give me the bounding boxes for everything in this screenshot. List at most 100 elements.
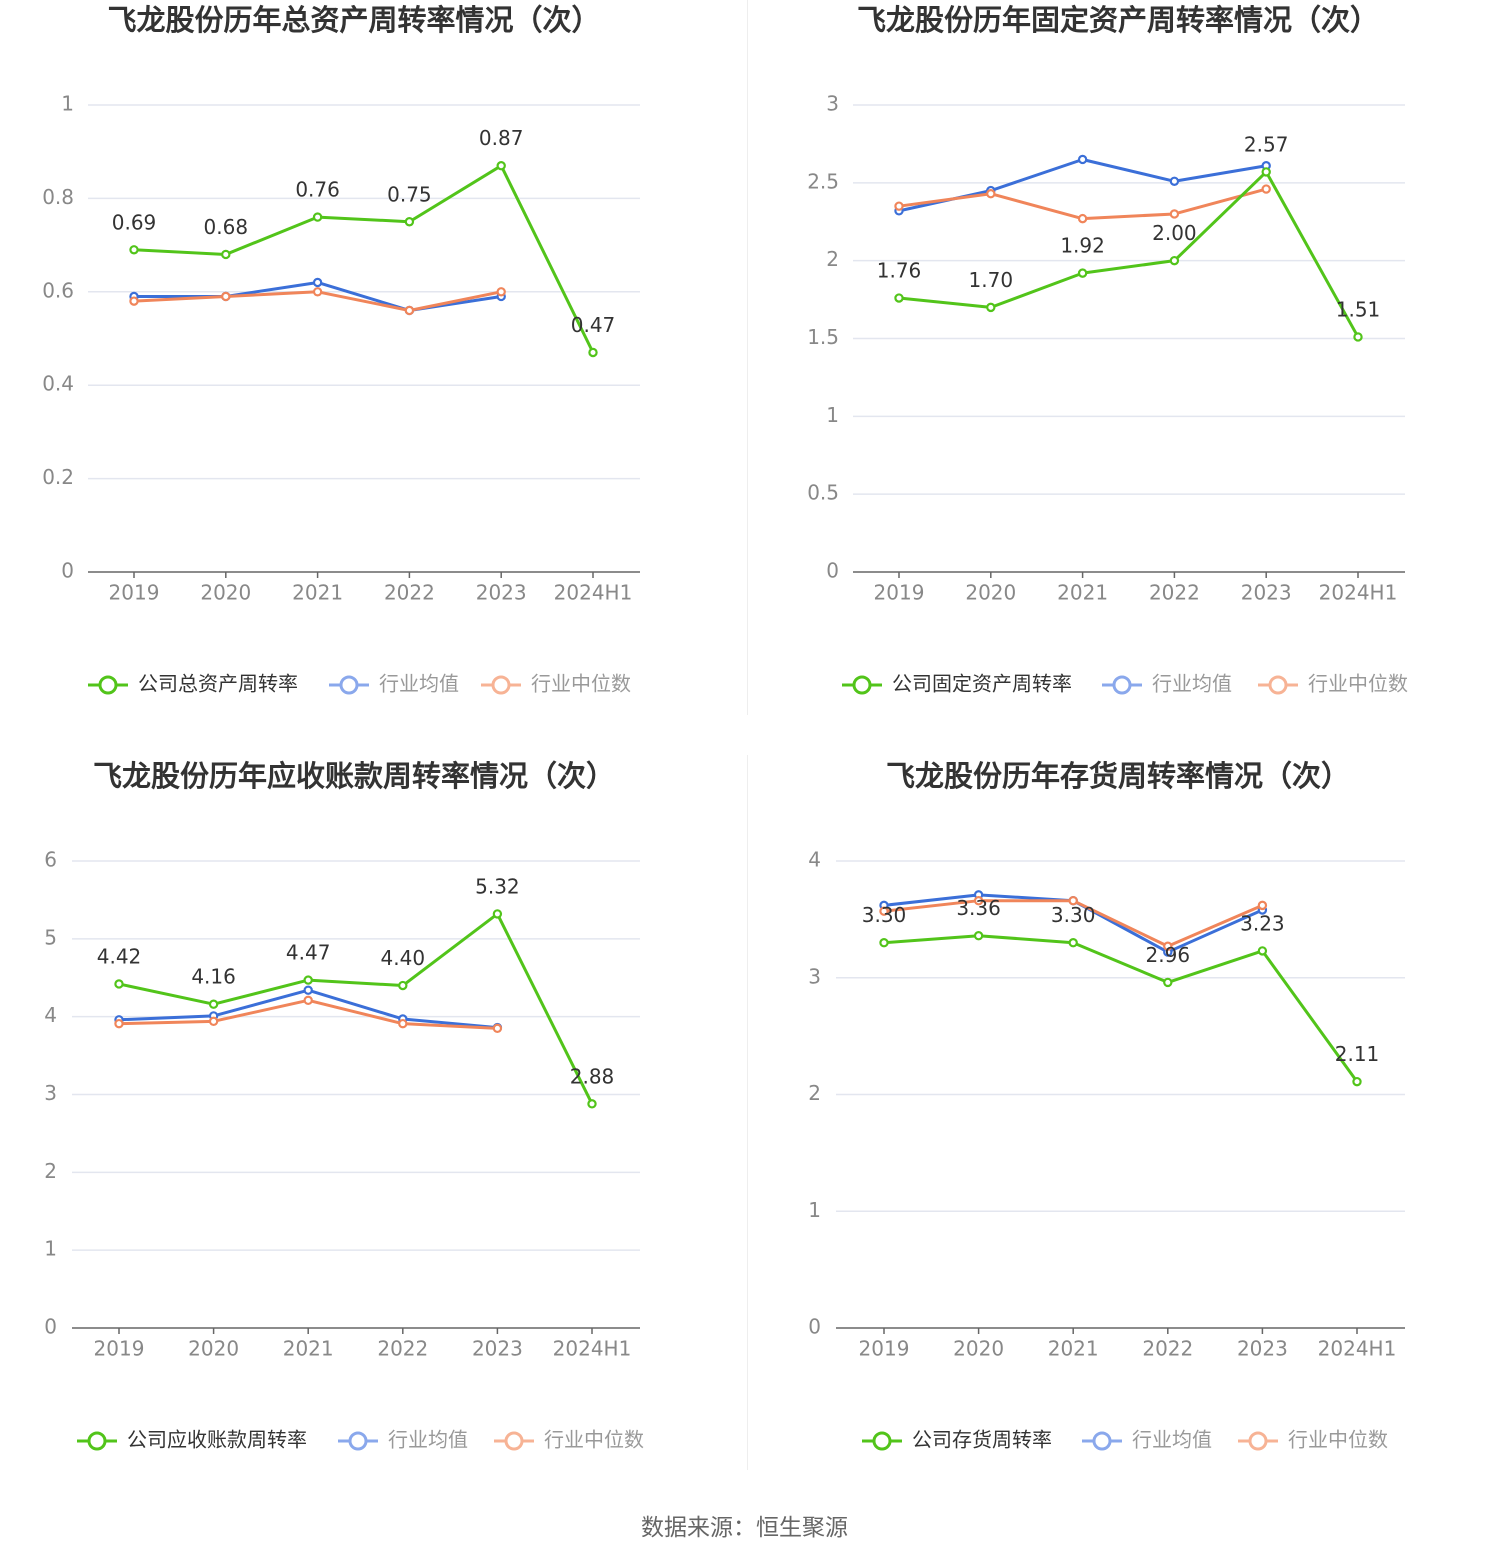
legend-marker (1268, 675, 1288, 695)
x-tick-label: 2020 (188, 1337, 239, 1361)
legend-marker (504, 1431, 524, 1451)
legend-marker (1112, 675, 1132, 695)
data-label: 4.42 (97, 944, 142, 968)
legend-label: 行业中位数 (544, 1428, 644, 1452)
legend-item-industry_median[interactable]: 行业中位数 (1258, 672, 1408, 696)
data-point-company (398, 980, 408, 991)
data-label: 4.40 (381, 946, 426, 970)
legend-label: 公司存货周转率 (912, 1428, 1052, 1452)
data-point-industry_median (1169, 209, 1180, 219)
legend-label: 公司应收账款周转率 (127, 1428, 307, 1452)
legend-item-industry_avg[interactable]: 行业均值 (338, 1428, 468, 1452)
legend-marker (852, 675, 872, 695)
legend-marker (87, 1431, 107, 1451)
x-tick-label: 2020 (200, 581, 251, 605)
legend-item-company[interactable]: 公司总资产周转率 (88, 672, 298, 696)
data-label: 2.00 (1152, 221, 1197, 245)
x-tick-label: 2020 (965, 581, 1016, 605)
data-point-company (303, 975, 313, 985)
x-tick-label: 2022 (1149, 581, 1200, 605)
chart-title: 飞龙股份历年总资产周转率情况（次） (107, 3, 600, 37)
legend-item-industry_median[interactable]: 行业中位数 (494, 1428, 644, 1452)
x-tick-label: 2021 (1048, 1337, 1099, 1361)
legend-item-company[interactable]: 公司固定资产周转率 (842, 672, 1072, 696)
data-label: 2.11 (1335, 1042, 1380, 1066)
data-point-company (312, 212, 323, 222)
data-point-industry_avg (312, 277, 323, 288)
legend-label: 行业均值 (388, 1428, 468, 1452)
data-label: 2.57 (1244, 132, 1289, 156)
legend-label: 公司固定资产周转率 (892, 672, 1072, 696)
data-point-industry_median (221, 291, 231, 302)
data-point-company (588, 347, 598, 358)
series-line-company (883, 934, 1359, 1083)
data-point-company (986, 302, 996, 313)
data-label: 1.51 (1336, 297, 1381, 321)
data-point-company (1163, 977, 1173, 988)
data-point-industry_median (496, 287, 506, 297)
data-point-company (492, 909, 503, 919)
data-label: 0.68 (204, 215, 249, 239)
data-point-company (879, 938, 889, 948)
x-tick-label: 2022 (377, 1337, 428, 1361)
x-tick-label: 2021 (1057, 581, 1108, 605)
data-point-industry_median (398, 1018, 408, 1029)
chart-title: 飞龙股份历年应收账款周转率情况（次） (93, 759, 615, 793)
chart-title: 飞龙股份历年存货周转率情况（次） (886, 759, 1350, 793)
legend-item-industry_avg[interactable]: 行业均值 (1102, 672, 1232, 696)
y-tick-label: 0.5 (807, 481, 839, 505)
y-tick-label: 2 (808, 1081, 821, 1105)
y-tick-label: 2.5 (807, 169, 839, 193)
y-tick-label: 0 (808, 1315, 821, 1339)
series-line-company (118, 912, 594, 1105)
x-tick-label: 2023 (472, 1337, 523, 1361)
y-tick-label: 0.2 (42, 465, 74, 489)
data-label: 0.47 (571, 313, 616, 337)
series-line-company (898, 170, 1360, 338)
data-point-company (208, 999, 219, 1009)
chart-1: 飞龙股份历年总资产周转率情况（次） 0 0.2 0.4 0.6 0.8 1 2019 2020 2… (42, 3, 640, 696)
data-point-industry_median (303, 995, 313, 1006)
x-tick-label: 2022 (1142, 1337, 1193, 1361)
legend-label: 行业中位数 (531, 672, 631, 696)
legend-label: 行业均值 (379, 672, 459, 696)
legend-item-company[interactable]: 公司存货周转率 (862, 1428, 1052, 1452)
legend-item-company[interactable]: 公司应收账款周转率 (77, 1428, 307, 1452)
legend-marker (1092, 1431, 1112, 1451)
data-point-company (1353, 332, 1363, 342)
data-label: 0.87 (479, 126, 524, 150)
legend-item-industry_median[interactable]: 行业中位数 (481, 672, 631, 696)
data-point-industry_median (129, 296, 139, 306)
legend-marker (1248, 1431, 1268, 1451)
data-point-company (404, 217, 415, 227)
y-tick-label: 1 (44, 1237, 57, 1261)
panel-divider-top (747, 0, 748, 715)
y-tick-label: 0 (826, 559, 839, 583)
data-point-industry_median (894, 201, 904, 211)
chart-2: 飞龙股份历年固定资产周转率情况（次） 0 0.5 1 1.5 2 2.5 3 2019 2020 2… (807, 3, 1408, 696)
data-label: 3.36 (956, 896, 1001, 920)
x-tick-label: 2024H1 (554, 581, 633, 605)
y-tick-label: 3 (826, 92, 839, 116)
legend-item-industry_avg[interactable]: 行业均值 (329, 672, 459, 696)
x-tick-label: 2023 (476, 581, 527, 605)
data-label: 4.16 (191, 965, 236, 989)
data-point-industry_median (1261, 184, 1271, 194)
y-tick-label: 4 (44, 1003, 57, 1027)
data-label: 2.88 (570, 1064, 615, 1088)
data-point-industry_median (986, 189, 996, 199)
x-tick-label: 2024H1 (1319, 581, 1398, 605)
y-tick-label: 3 (44, 1081, 57, 1105)
data-label: 3.30 (1051, 903, 1096, 927)
chart-title: 飞龙股份历年固定资产周转率情况（次） (857, 3, 1379, 37)
data-source-note: 数据来源：恒生聚源 (641, 1515, 848, 1541)
data-point-industry_median (492, 1023, 503, 1034)
data-point-industry_avg (303, 985, 313, 995)
y-tick-label: 0.8 (42, 185, 74, 209)
data-point-company (1077, 268, 1088, 278)
data-point-company (114, 979, 124, 989)
legend-item-industry_median[interactable]: 行业中位数 (1238, 1428, 1388, 1452)
data-point-company (1068, 938, 1078, 948)
legend-item-industry_avg[interactable]: 行业均值 (1082, 1428, 1212, 1452)
